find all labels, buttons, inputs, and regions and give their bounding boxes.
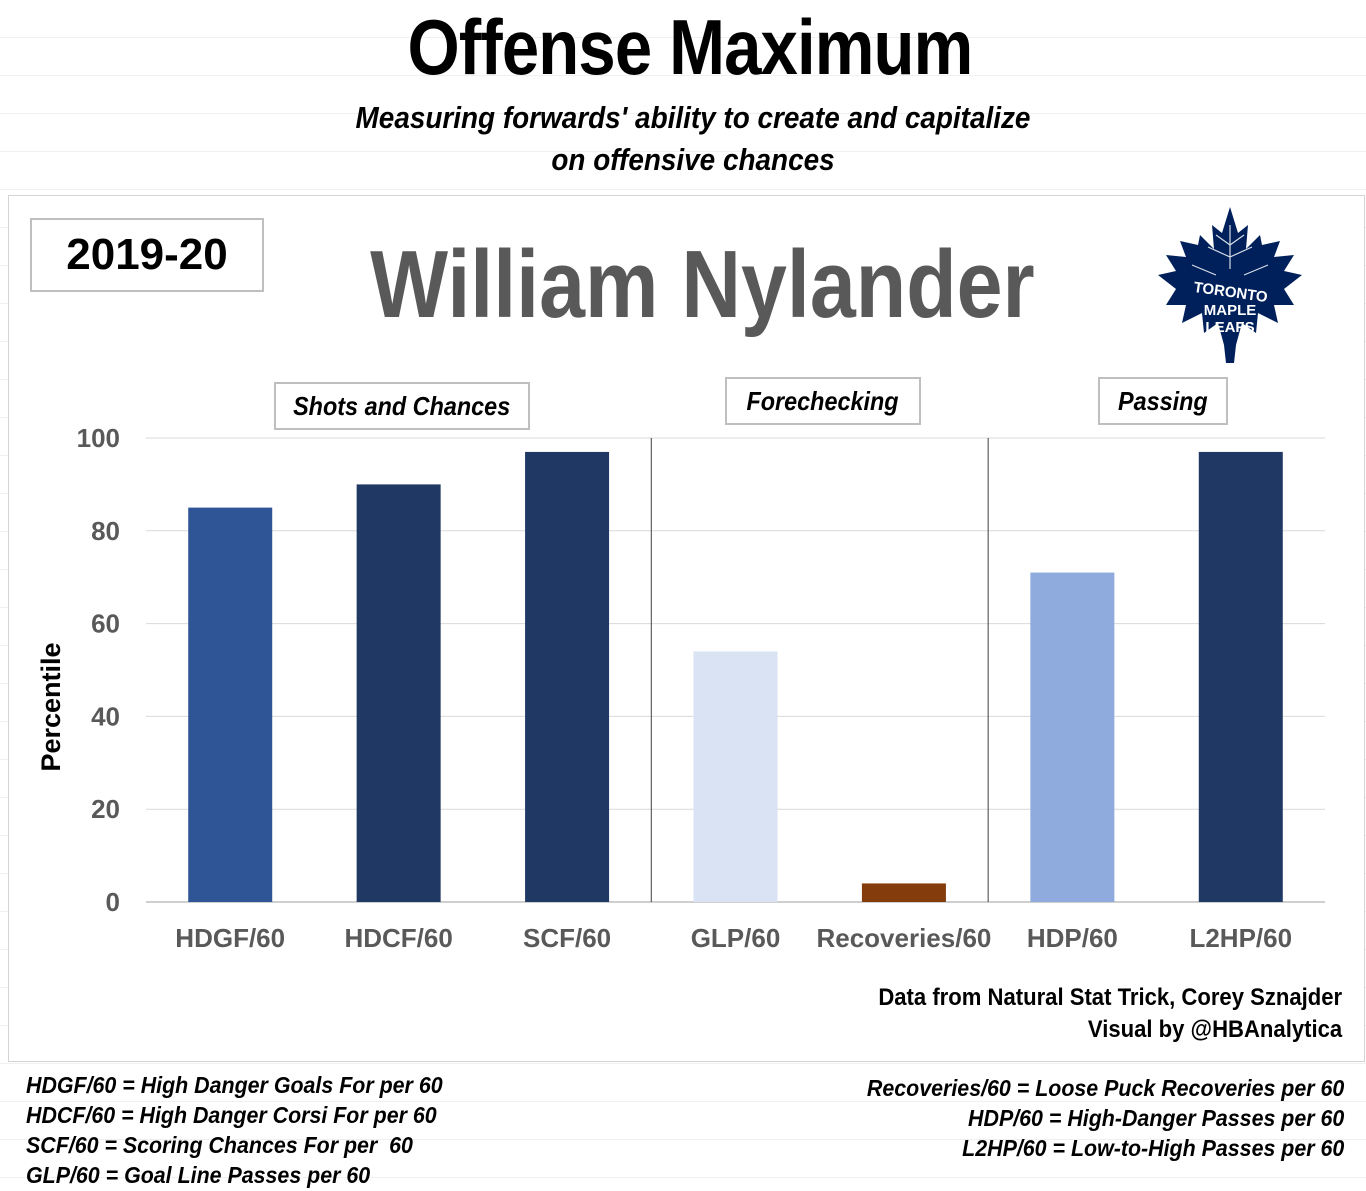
definition-item: HDCF/60 = High Danger Corsi For per 60 (26, 1102, 437, 1128)
x-tick-label: HDGF/60 (175, 923, 285, 953)
group-label-passing: Passing (1098, 377, 1228, 425)
bar-hdgf-60[interactable] (188, 507, 273, 902)
definition-item: SCF/60 = Scoring Chances For per 60 (26, 1132, 413, 1158)
x-tick-label: GLP/60 (691, 923, 781, 953)
credit-visual-by: Visual by @HBAnalytica (1087, 1016, 1342, 1043)
x-tick-label: SCF/60 (523, 923, 611, 953)
definition-item: Recoveries/60 = Loose Puck Recoveries pe… (866, 1075, 1344, 1101)
credit-data-source: Data from Natural Stat Trick, Corey Szna… (878, 984, 1342, 1011)
group-label-shots-text: Shots and Chances (293, 390, 511, 421)
x-tick-label: L2HP/60 (1189, 923, 1292, 953)
x-tick-label: Recoveries/60 (816, 923, 991, 953)
definition-item: GLP/60 = Goal Line Passes per 60 (26, 1162, 371, 1188)
credits: Data from Natural Stat Trick, Corey Szna… (838, 982, 1342, 1046)
group-label-passing-text: Passing (1118, 385, 1208, 416)
definition-item: L2HP/60 = Low-to-High Passes per 60 (961, 1135, 1344, 1161)
maple-leafs-logo: TORONTO MAPLE LEAFS (1158, 207, 1302, 363)
bar-hdcf-60[interactable] (356, 484, 441, 902)
player-name: William Nylander (370, 231, 1035, 338)
definition-item: HDP/60 = High-Danger Passes per 60 (967, 1105, 1344, 1131)
y-tick-label: 80 (91, 516, 120, 546)
bar-glp-60[interactable] (693, 651, 778, 902)
subtitle-line-1: Measuring forwards' ability to create an… (355, 100, 1031, 135)
subtitle-line-2: on offensive chances (551, 142, 835, 177)
bar-recoveries-60[interactable] (861, 883, 946, 902)
group-label-forechecking-text: Forechecking (746, 385, 900, 416)
y-tick-label: 60 (91, 609, 120, 639)
season-label: 2019-20 (30, 218, 264, 292)
y-tick-label: 40 (91, 701, 120, 731)
definitions-right: Recoveries/60 = Loose Puck Recoveries pe… (831, 1073, 1344, 1163)
maple-leaf-icon (1158, 207, 1302, 363)
bar-l2hp-60[interactable] (1198, 451, 1283, 902)
logo-text-2: MAPLE (1204, 302, 1257, 319)
x-tick-label: HDCF/60 (344, 923, 452, 953)
main-title: Offense Maximum (407, 3, 974, 91)
group-label-shots: Shots and Chances (274, 382, 530, 430)
x-tick-label: HDP/60 (1027, 923, 1118, 953)
bar-scf-60[interactable] (525, 451, 610, 902)
definitions-left: HDGF/60 = High Danger Goals For per 60 H… (26, 1070, 474, 1190)
y-axis-label: Percentile (36, 642, 66, 771)
definition-item: HDGF/60 = High Danger Goals For per 60 (26, 1072, 443, 1098)
bar-chart: 0 20 40 60 80 100 HDGF/60 HDCF/60 SCF/60 GLP/60 R… (36, 423, 1325, 953)
y-tick-label: 20 (91, 794, 120, 824)
logo-text-3: LEAFS (1205, 319, 1254, 336)
group-label-forechecking: Forechecking (725, 377, 921, 425)
y-tick-label: 0 (106, 887, 120, 917)
bar-hdp-60[interactable] (1030, 572, 1115, 902)
y-tick-label: 100 (77, 423, 120, 453)
